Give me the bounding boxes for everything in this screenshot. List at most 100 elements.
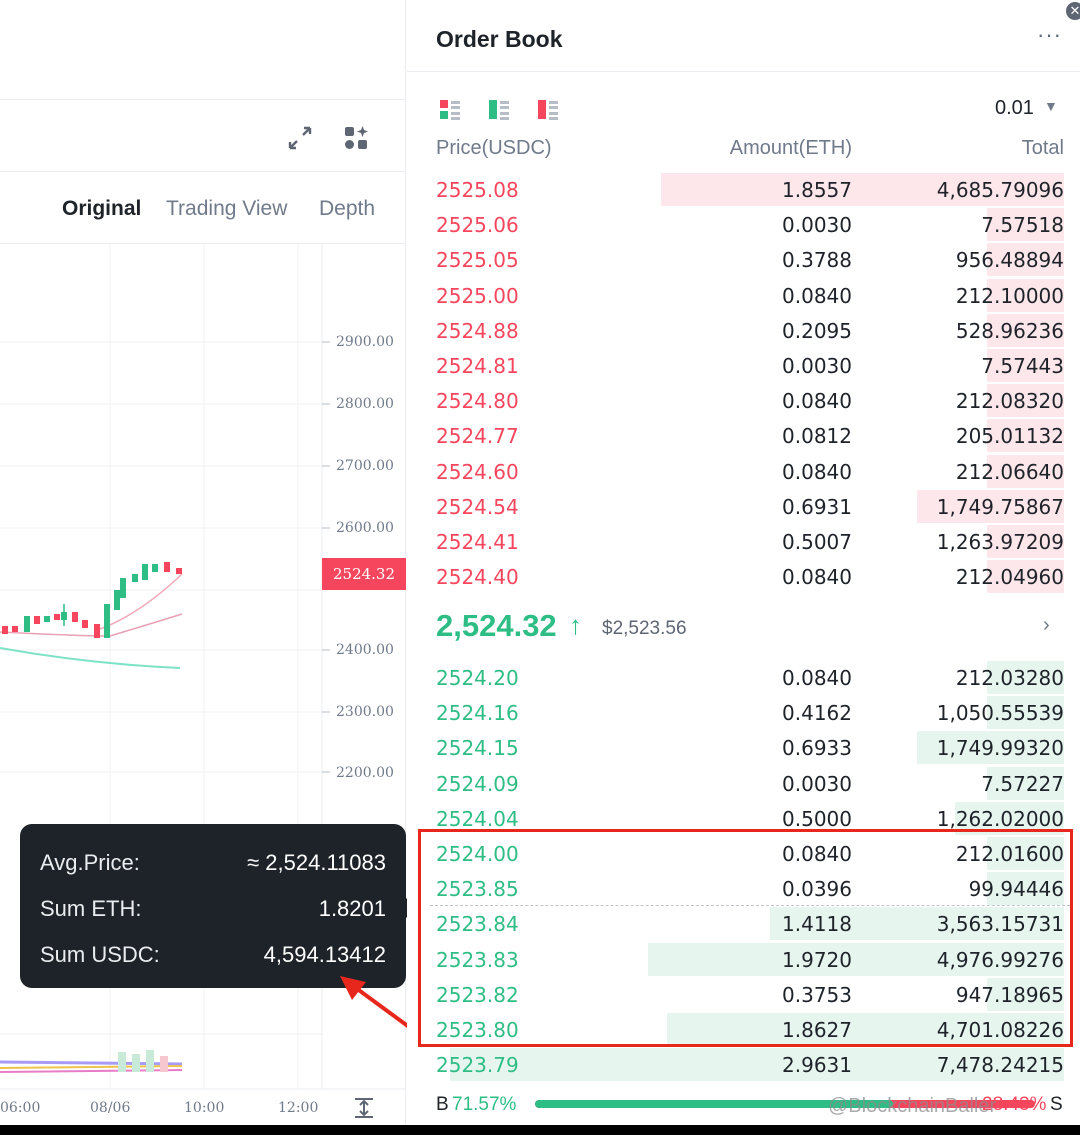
bid-row[interactable]: 2523.83 1.9720 4,976.99276 — [407, 942, 1080, 977]
bid-price: 2524.15 — [436, 736, 519, 761]
bid-price: 2523.84 — [436, 912, 519, 937]
ask-row[interactable]: 2525.05 0.3788 956.48894 — [407, 242, 1080, 277]
last-trade-price: 2,524.32 — [436, 608, 557, 643]
bid-row[interactable]: 2524.09 0.0030 7.57227 — [407, 766, 1080, 801]
ask-row[interactable]: 2525.06 0.0030 7.57518 — [407, 207, 1080, 242]
ask-price: 2525.05 — [436, 248, 519, 273]
ask-depth-bar — [987, 454, 1064, 488]
header-total: Total — [1021, 137, 1064, 159]
bid-amount: 0.0840 — [782, 842, 852, 866]
bid-row[interactable]: 2523.85 0.0396 99.94446 — [407, 871, 1080, 906]
ask-total: 212.06640 — [955, 459, 1064, 484]
ask-row[interactable]: 2524.40 0.0840 212.04960 — [407, 559, 1080, 594]
more-options-icon[interactable]: ··· — [1037, 22, 1062, 47]
order-book-header: Order Book ··· — [407, 0, 1080, 72]
indicator-settings-icon[interactable] — [343, 125, 369, 151]
bid-amount: 0.5000 — [782, 806, 852, 831]
bid-depth-bar — [987, 766, 1064, 800]
close-icon[interactable]: ✕ — [1066, 2, 1080, 20]
ask-price: 2524.40 — [436, 565, 519, 590]
chevron-down-icon[interactable]: ▼ — [1044, 98, 1058, 114]
buy-sell-ratio-bar — [535, 1100, 1035, 1108]
tab-trading-view[interactable]: Trading View — [166, 197, 288, 220]
bid-row[interactable]: 2524.00 0.0840 212.01600 — [407, 836, 1080, 871]
ask-total: 212.08320 — [955, 389, 1064, 414]
fiat-price: $2,523.56 — [602, 618, 687, 639]
ask-depth-bar — [987, 560, 1064, 594]
ask-depth-bar — [916, 489, 1064, 523]
y-axis-tick: 2200.00 — [336, 765, 394, 781]
volume-bars — [0, 1050, 183, 1073]
layout-both-icon[interactable] — [440, 100, 460, 120]
expand-icon[interactable] — [287, 125, 313, 151]
bid-amount: 0.0030 — [782, 771, 852, 796]
bid-amount: 0.4162 — [782, 701, 852, 726]
bid-amount: 0.0840 — [782, 666, 852, 690]
bid-price: 2523.80 — [436, 1018, 519, 1042]
ask-depth-bar — [987, 525, 1064, 558]
buy-ratio-label: B — [436, 1094, 449, 1115]
layout-asks-icon[interactable] — [538, 100, 558, 120]
ask-row[interactable]: 2525.00 0.0840 212.10000 — [407, 278, 1080, 313]
ask-amount: 0.0840 — [782, 459, 852, 484]
bid-depth-bar — [987, 696, 1064, 730]
bid-price: 2523.83 — [436, 947, 519, 972]
ask-amount: 0.6931 — [782, 494, 852, 519]
bid-row[interactable]: 2524.20 0.0840 212.03280 — [407, 660, 1080, 695]
bid-row[interactable]: 2523.84 1.4118 3,563.15731 — [407, 906, 1080, 941]
tab-depth[interactable]: Depth — [319, 197, 376, 220]
sum-eth-label: Sum ETH: — [40, 896, 142, 921]
bid-price: 2524.09 — [436, 771, 519, 796]
ask-price: 2525.00 — [436, 283, 519, 308]
x-axis-tick: 08/06 — [90, 1100, 131, 1116]
ask-price: 2525.06 — [436, 213, 519, 238]
bid-row[interactable]: 2523.82 0.3753 947.18965 — [407, 977, 1080, 1012]
ask-price: 2524.54 — [436, 494, 519, 519]
ask-row[interactable]: 2524.77 0.0812 205.01132 — [407, 418, 1080, 453]
ask-depth-bar — [987, 313, 1064, 347]
y-axis-tick: 2600.00 — [336, 520, 394, 536]
ask-depth-bar — [660, 173, 1064, 206]
ask-row[interactable]: 2524.41 0.5007 1,263.97209 — [407, 524, 1080, 559]
axis-fit-icon[interactable] — [352, 1096, 376, 1120]
ask-row[interactable]: 2524.81 0.0030 7.57443 — [407, 348, 1080, 383]
last-price-tag: 2524.32 — [322, 558, 406, 590]
ask-row[interactable]: 2524.60 0.0840 212.06640 — [407, 454, 1080, 489]
tab-original[interactable]: Original — [62, 197, 142, 220]
x-axis-tick: 10:00 — [184, 1100, 225, 1116]
bid-price: 2523.82 — [436, 982, 519, 1007]
ask-price: 2524.81 — [436, 354, 519, 378]
tick-size-select[interactable]: 0.01 — [995, 97, 1034, 119]
bid-total: 4,976.99276 — [936, 947, 1064, 972]
chevron-right-icon[interactable]: › — [1043, 614, 1050, 636]
ask-row[interactable]: 2524.80 0.0840 212.08320 — [407, 383, 1080, 418]
ask-amount: 0.5007 — [782, 530, 852, 554]
bid-total: 3,563.15731 — [936, 912, 1064, 937]
arrow-up-icon: ↑ — [569, 610, 582, 640]
ask-row[interactable]: 2524.54 0.6931 1,749.75867 — [407, 489, 1080, 524]
bid-total: 7.57227 — [981, 771, 1064, 796]
bid-depth-bar — [449, 1048, 1064, 1082]
bid-row[interactable]: 2524.16 0.4162 1,050.55539 — [407, 695, 1080, 730]
bid-row[interactable]: 2523.80 1.8627 4,701.08226 — [407, 1012, 1080, 1047]
ask-row[interactable]: 2525.08 1.8557 4,685.79096 — [407, 172, 1080, 207]
bid-row[interactable]: 2523.79 2.9631 7,478.24215 — [407, 1047, 1080, 1082]
avg-price-label: Avg.Price: — [40, 850, 140, 875]
ask-price: 2525.08 — [436, 178, 519, 202]
chart-top-bar — [0, 0, 406, 100]
candlestick-chart[interactable] — [0, 244, 406, 1125]
bid-amount: 2.9631 — [782, 1053, 852, 1078]
avg-price-value: ≈ 2,524.11083 — [247, 850, 386, 875]
layout-bids-icon[interactable] — [489, 100, 509, 120]
sell-ratio-label: S — [1050, 1094, 1063, 1115]
bid-price: 2523.85 — [436, 877, 519, 902]
bid-row[interactable]: 2524.15 0.6933 1,749.99320 — [407, 730, 1080, 765]
bid-price: 2524.16 — [436, 701, 519, 726]
candles — [2, 562, 182, 638]
ask-amount: 0.0840 — [782, 283, 852, 308]
ask-row[interactable]: 2524.88 0.2095 528.96236 — [407, 313, 1080, 348]
bid-row[interactable]: 2524.04 0.5000 1,262.02000 — [407, 801, 1080, 836]
ask-price: 2524.60 — [436, 459, 519, 484]
bid-depth-bar — [648, 942, 1064, 976]
depth-tooltip: Avg.Price: ≈ 2,524.11083 Sum ETH: 1.8201… — [20, 824, 406, 988]
